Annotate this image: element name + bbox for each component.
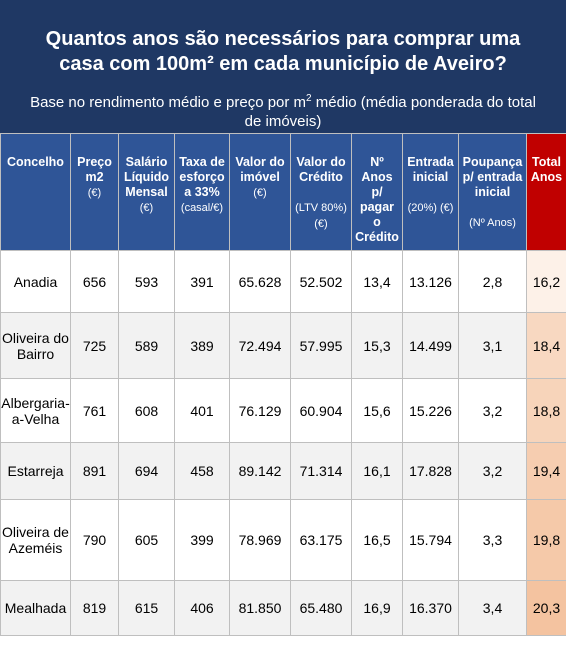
- cell-anos-credito: 16,9: [351, 580, 403, 636]
- cell-valor-credito: 65.480: [290, 580, 352, 636]
- cell-valor-imovel: 81.850: [229, 580, 291, 636]
- cell-entrada: 16.370: [402, 580, 459, 636]
- title-line-2: casa com 100m² em cada município de Avei…: [59, 53, 507, 75]
- cell-concelho: Anadia: [0, 250, 71, 313]
- cell-valor-imovel: 65.628: [229, 250, 291, 313]
- cell-valor-imovel: 89.142: [229, 442, 291, 500]
- cell-entrada: 15.794: [402, 499, 459, 581]
- cell-valor-credito: 63.175: [290, 499, 352, 581]
- cell-preco-m2: 725: [70, 312, 119, 379]
- cell-taxa: 391: [174, 250, 230, 313]
- cell-salario: 615: [118, 580, 175, 636]
- col-header-total-anos: Total Anos: [526, 133, 566, 251]
- cell-total-anos: 19,4: [526, 442, 566, 500]
- cell-anos-credito: 15,6: [351, 378, 403, 443]
- cell-salario: 593: [118, 250, 175, 313]
- cell-anos-credito: 16,1: [351, 442, 403, 500]
- cell-total-anos: 20,3: [526, 580, 566, 636]
- cell-total-anos: 16,2: [526, 250, 566, 313]
- table-row: Oliveira de Azeméis 790 605 399 78.969 63.175…: [0, 499, 566, 581]
- cell-anos-credito: 13,4: [351, 250, 403, 313]
- cell-taxa: 389: [174, 312, 230, 379]
- col-header-valor-credito: Valor do Crédito (LTV 80%) (€): [290, 133, 352, 251]
- subtitle-part-b: médio (média ponderada do total: [311, 94, 536, 111]
- cell-entrada: 13.126: [402, 250, 459, 313]
- cell-concelho: Oliveira de Azeméis: [0, 499, 71, 581]
- cell-anos-credito: 15,3: [351, 312, 403, 379]
- cell-poupanca: 3,2: [458, 378, 527, 443]
- table-row: Oliveira do Bairro 725 589 389 72.494 57.995 1…: [0, 312, 566, 379]
- cell-concelho: Albergaria-a-Velha: [0, 378, 71, 443]
- cell-entrada: 14.499: [402, 312, 459, 379]
- table-row: Anadia 656 593 391 65.628 52.502 13,4 13.126 2,8…: [0, 250, 566, 313]
- cell-valor-credito: 71.314: [290, 442, 352, 500]
- chart-header: Quantos anos são necessários para compra…: [0, 0, 566, 133]
- cell-poupanca: 3,2: [458, 442, 527, 500]
- col-header-entrada-inicial: Entrada inicial (20%) (€): [402, 133, 459, 251]
- cell-poupanca: 3,3: [458, 499, 527, 581]
- col-header-taxa-esforco: Taxa de esforço a 33% (casal/€): [174, 133, 230, 251]
- cell-valor-imovel: 78.969: [229, 499, 291, 581]
- cell-entrada: 17.828: [402, 442, 459, 500]
- cell-valor-imovel: 72.494: [229, 312, 291, 379]
- col-header-salario: Salário Líquido Mensal (€): [118, 133, 175, 251]
- col-header-anos-credito: Nº Anos p/ pagar o Crédito: [351, 133, 403, 251]
- cell-preco-m2: 656: [70, 250, 119, 313]
- table-row: Estarreja 891 694 458 89.142 71.314 16,1 17.828…: [0, 442, 566, 500]
- table-row: Albergaria-a-Velha 761 608 401 76.129 60.904 1…: [0, 378, 566, 443]
- col-header-concelho: Concelho: [0, 133, 71, 251]
- subtitle-superscript: 2: [306, 93, 312, 104]
- title-line-1: Quantos anos são necessários para compra…: [45, 28, 521, 50]
- cell-total-anos: 19,8: [526, 499, 566, 581]
- col-header-poupanca: Poupança p/ entrada inicial (Nº Anos): [458, 133, 527, 251]
- subtitle-part-a: Base no rendimento médio e preço por m: [30, 94, 307, 111]
- cell-valor-credito: 57.995: [290, 312, 352, 379]
- cell-anos-credito: 16,5: [351, 499, 403, 581]
- subtitle-line-1: Base no rendimento médio e preço por m2 …: [6, 89, 560, 112]
- cell-taxa: 406: [174, 580, 230, 636]
- table-row: Mealhada 819 615 406 81.850 65.480 16,9 16.370 3…: [0, 580, 566, 636]
- cell-poupanca: 2,8: [458, 250, 527, 313]
- cell-taxa: 399: [174, 499, 230, 581]
- cell-valor-credito: 60.904: [290, 378, 352, 443]
- cell-concelho: Estarreja: [0, 442, 71, 500]
- cell-preco-m2: 819: [70, 580, 119, 636]
- cell-entrada: 15.226: [402, 378, 459, 443]
- cell-valor-credito: 52.502: [290, 250, 352, 313]
- cell-poupanca: 3,1: [458, 312, 527, 379]
- cell-valor-imovel: 76.129: [229, 378, 291, 443]
- cell-concelho: Oliveira do Bairro: [0, 312, 71, 379]
- cell-salario: 605: [118, 499, 175, 581]
- cell-total-anos: 18,4: [526, 312, 566, 379]
- cell-concelho: Mealhada: [0, 580, 71, 636]
- cell-salario: 589: [118, 312, 175, 379]
- data-table: Concelho Preço m2 (€) Salário Líquido Men…: [0, 133, 566, 636]
- cell-taxa: 458: [174, 442, 230, 500]
- cell-total-anos: 18,8: [526, 378, 566, 443]
- cell-taxa: 401: [174, 378, 230, 443]
- col-header-preco-m2: Preço m2 (€): [70, 133, 119, 251]
- cell-poupanca: 3,4: [458, 580, 527, 636]
- table-header-row: Concelho Preço m2 (€) Salário Líquido Men…: [0, 133, 566, 251]
- chart-subtitle: Base no rendimento médio e preço por m2 …: [0, 89, 566, 131]
- cell-preco-m2: 790: [70, 499, 119, 581]
- chart-title: Quantos anos são necessários para compra…: [0, 0, 566, 77]
- col-header-valor-imovel: Valor do imóvel (€): [229, 133, 291, 251]
- cell-salario: 608: [118, 378, 175, 443]
- cell-salario: 694: [118, 442, 175, 500]
- cell-preco-m2: 761: [70, 378, 119, 443]
- subtitle-line-2: de imóveis): [244, 113, 322, 130]
- cell-preco-m2: 891: [70, 442, 119, 500]
